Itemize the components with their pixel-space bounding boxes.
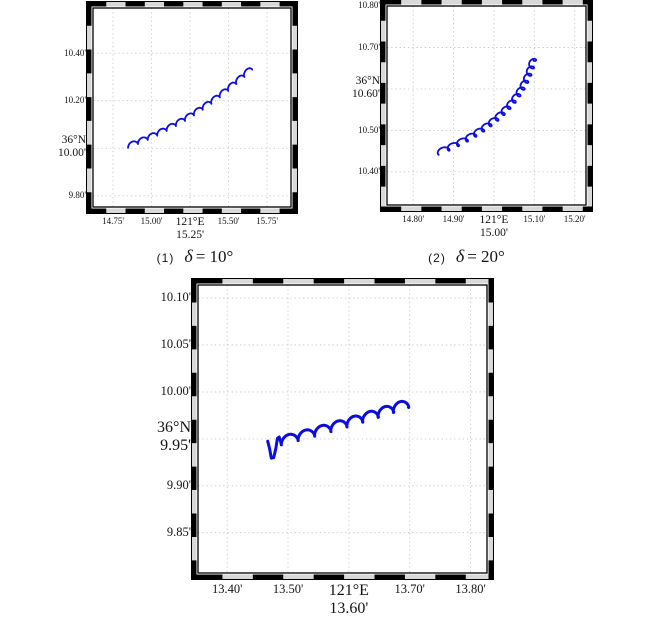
map-frame-outer-line (191, 278, 494, 580)
map-frame-inner-line (386, 5, 587, 206)
caption-2-delta-symbol: δ (455, 246, 465, 266)
map-frame-inner-line (92, 7, 292, 208)
caption-delta-10: (1) δ = 10° (96, 246, 294, 267)
latitude-base-label: 36°N (61, 134, 86, 147)
y-tick-label: 10.00' (160, 384, 191, 399)
y-tick-value: 9.95' (160, 437, 191, 455)
map-frame-inner-line (197, 284, 488, 574)
y-tick-label-origin: 36°N 10.60' (352, 75, 380, 101)
longitude-base-label: 121°E (479, 214, 509, 226)
y-tick-label: 10.40' (358, 166, 380, 177)
latitude-base-label: 36°N (355, 74, 380, 87)
y-tick-label: 9.85' (166, 524, 191, 539)
x-tick-label: 15.20' (563, 214, 586, 224)
y-tick-label-origin: 36°N 9.95' (157, 419, 191, 455)
x-tick-label: 13.80' (455, 582, 486, 596)
y-tick-label: 9.80' (68, 190, 86, 201)
caption-delta-20: (2) δ = 20° (367, 246, 566, 267)
y-tick-label: 10.70' (358, 41, 380, 52)
trajectory-path (266, 399, 411, 460)
y-tick-label: 10.50' (358, 124, 380, 135)
x-tick-label: 14.75' (102, 216, 124, 226)
y-tick-label: 10.20' (64, 95, 86, 106)
trajectory-delta-10-plot-area (86, 1, 298, 214)
y-tick-label: 10.05' (160, 337, 191, 352)
trajectory-path (436, 58, 537, 156)
x-tick-label: 14.90' (442, 214, 465, 224)
caption-1-delta-symbol: δ (184, 246, 193, 266)
y-tick-label: 10.80' (358, 0, 380, 11)
y-tick-label: 9.90' (166, 478, 191, 492)
x-tick-label: 13.40' (212, 582, 243, 596)
caption-2-index: (2) (428, 251, 446, 265)
x-tick-label-longitude-base: 121°E 15.00' (449, 214, 539, 240)
x-tick-label: 13.70' (394, 582, 425, 596)
x-tick-value: 15.00' (479, 226, 508, 239)
y-tick-label: 10.40' (64, 47, 86, 58)
y-tick-value: 10.00' (58, 147, 86, 160)
trajectory-delta-20-plot-area (380, 0, 593, 212)
map-frame-outer-line (380, 0, 593, 212)
y-tick-label: 10.10' (160, 290, 191, 305)
caption-2-value: = 20° (467, 247, 505, 266)
x-tick-label-longitude-base: 121°E 15.25' (145, 216, 235, 242)
longitude-base-label: 121°E (175, 216, 205, 228)
x-tick-label: 14.80' (402, 214, 425, 224)
caption-1-index: (1) (156, 251, 175, 265)
latitude-base-label: 36°N (157, 419, 191, 437)
x-tick-value: 15.25' (176, 228, 205, 241)
x-tick-label: 15.75' (256, 216, 279, 226)
map-frame-outer-line (86, 1, 298, 214)
y-tick-value: 10.60' (352, 87, 380, 100)
trajectory-bottom-plot-area (191, 278, 494, 580)
longitude-base-label: 121°E (328, 582, 369, 599)
caption-1-value: = 10° (195, 247, 234, 266)
x-tick-label: 15.00' (140, 216, 163, 226)
x-tick-value: 13.60' (329, 599, 369, 617)
x-tick-label-longitude-base: 121°E 13.60' (304, 582, 394, 618)
x-tick-label: 15.50' (217, 216, 240, 226)
map-frame-band (381, 0, 592, 211)
x-tick-label: 15.10' (523, 214, 546, 224)
y-tick-label-origin: 36°N 10.00' (58, 134, 86, 160)
x-tick-label: 13.50' (272, 582, 304, 596)
trajectory-path (127, 67, 254, 149)
